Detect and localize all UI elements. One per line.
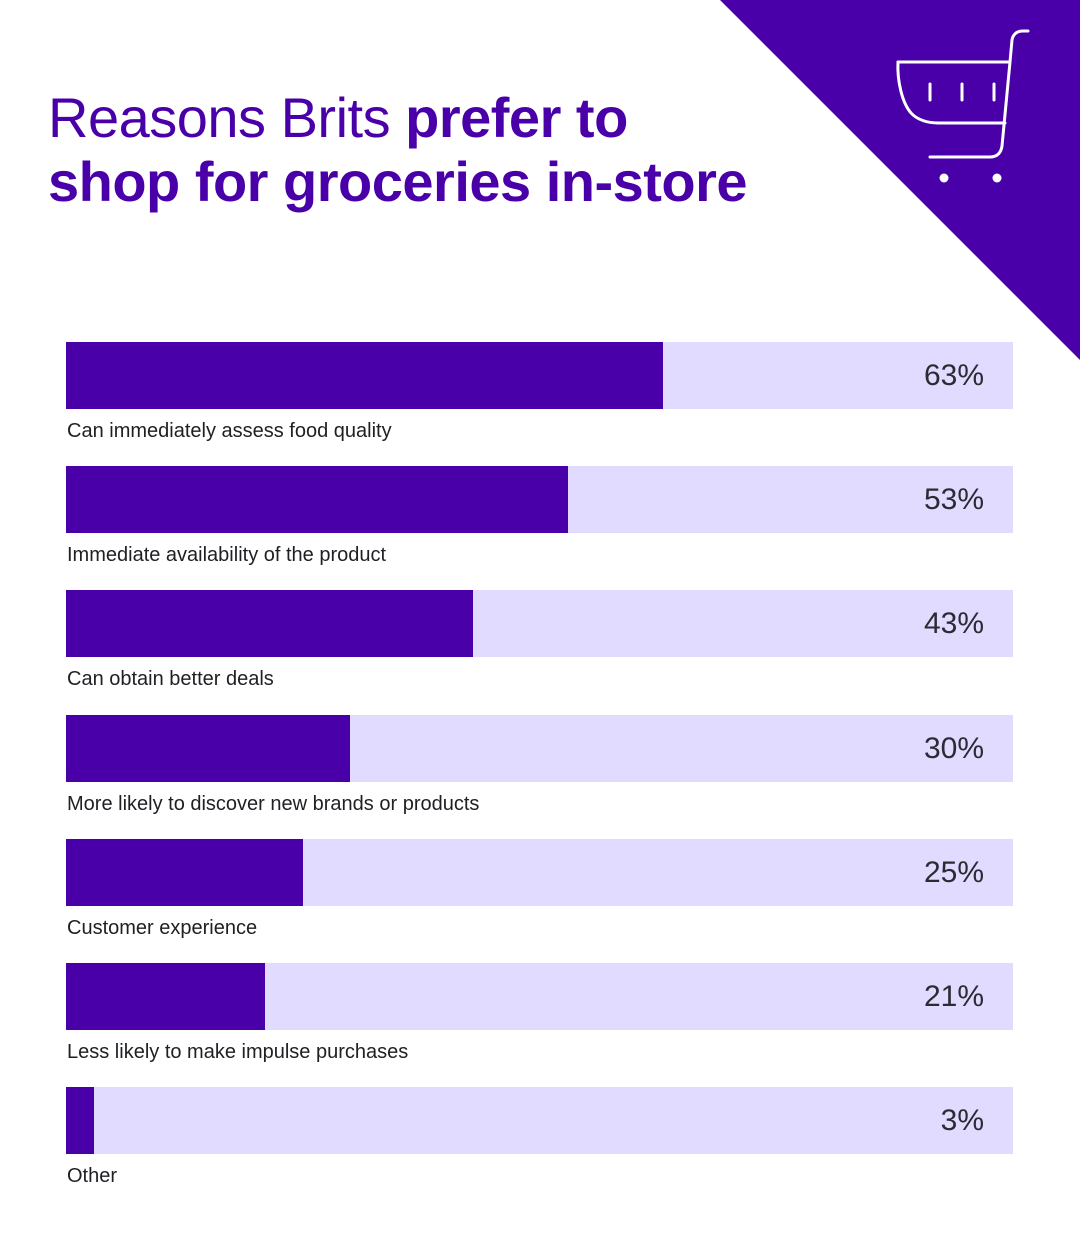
category-label: Can immediately assess food quality [67, 420, 392, 442]
data-label: 30% [923, 732, 984, 765]
data-label: 3% [940, 1104, 984, 1137]
category-label: Customer experience [67, 917, 258, 939]
category-label: Less likely to make impulse purchases [67, 1041, 409, 1063]
bar [66, 590, 473, 657]
shopping-cart-icon [896, 29, 1030, 183]
bar [66, 715, 350, 782]
title-bold-part-2: shop for groceries in-store [48, 150, 748, 213]
page-title: Reasons Brits prefer to shop for grocerie… [48, 86, 868, 214]
category-label: More likely to discover new brands or pr… [67, 793, 480, 815]
data-label: 63% [923, 359, 984, 392]
category-label: Immediate availability of the product [67, 544, 387, 566]
data-label: 25% [923, 856, 984, 889]
title-bold-part-1: prefer to [405, 86, 628, 149]
bar-track [66, 1087, 1013, 1154]
category-label: Can obtain better deals [67, 668, 274, 690]
data-label: 21% [923, 980, 984, 1013]
data-label: 53% [923, 483, 984, 516]
bar [66, 963, 265, 1030]
bar [66, 1087, 94, 1154]
title-light-part: Reasons Brits [48, 86, 406, 149]
data-label: 43% [923, 607, 984, 640]
bar [66, 839, 303, 906]
bar [66, 342, 663, 409]
bar [66, 466, 568, 533]
category-label: Other [67, 1165, 118, 1187]
